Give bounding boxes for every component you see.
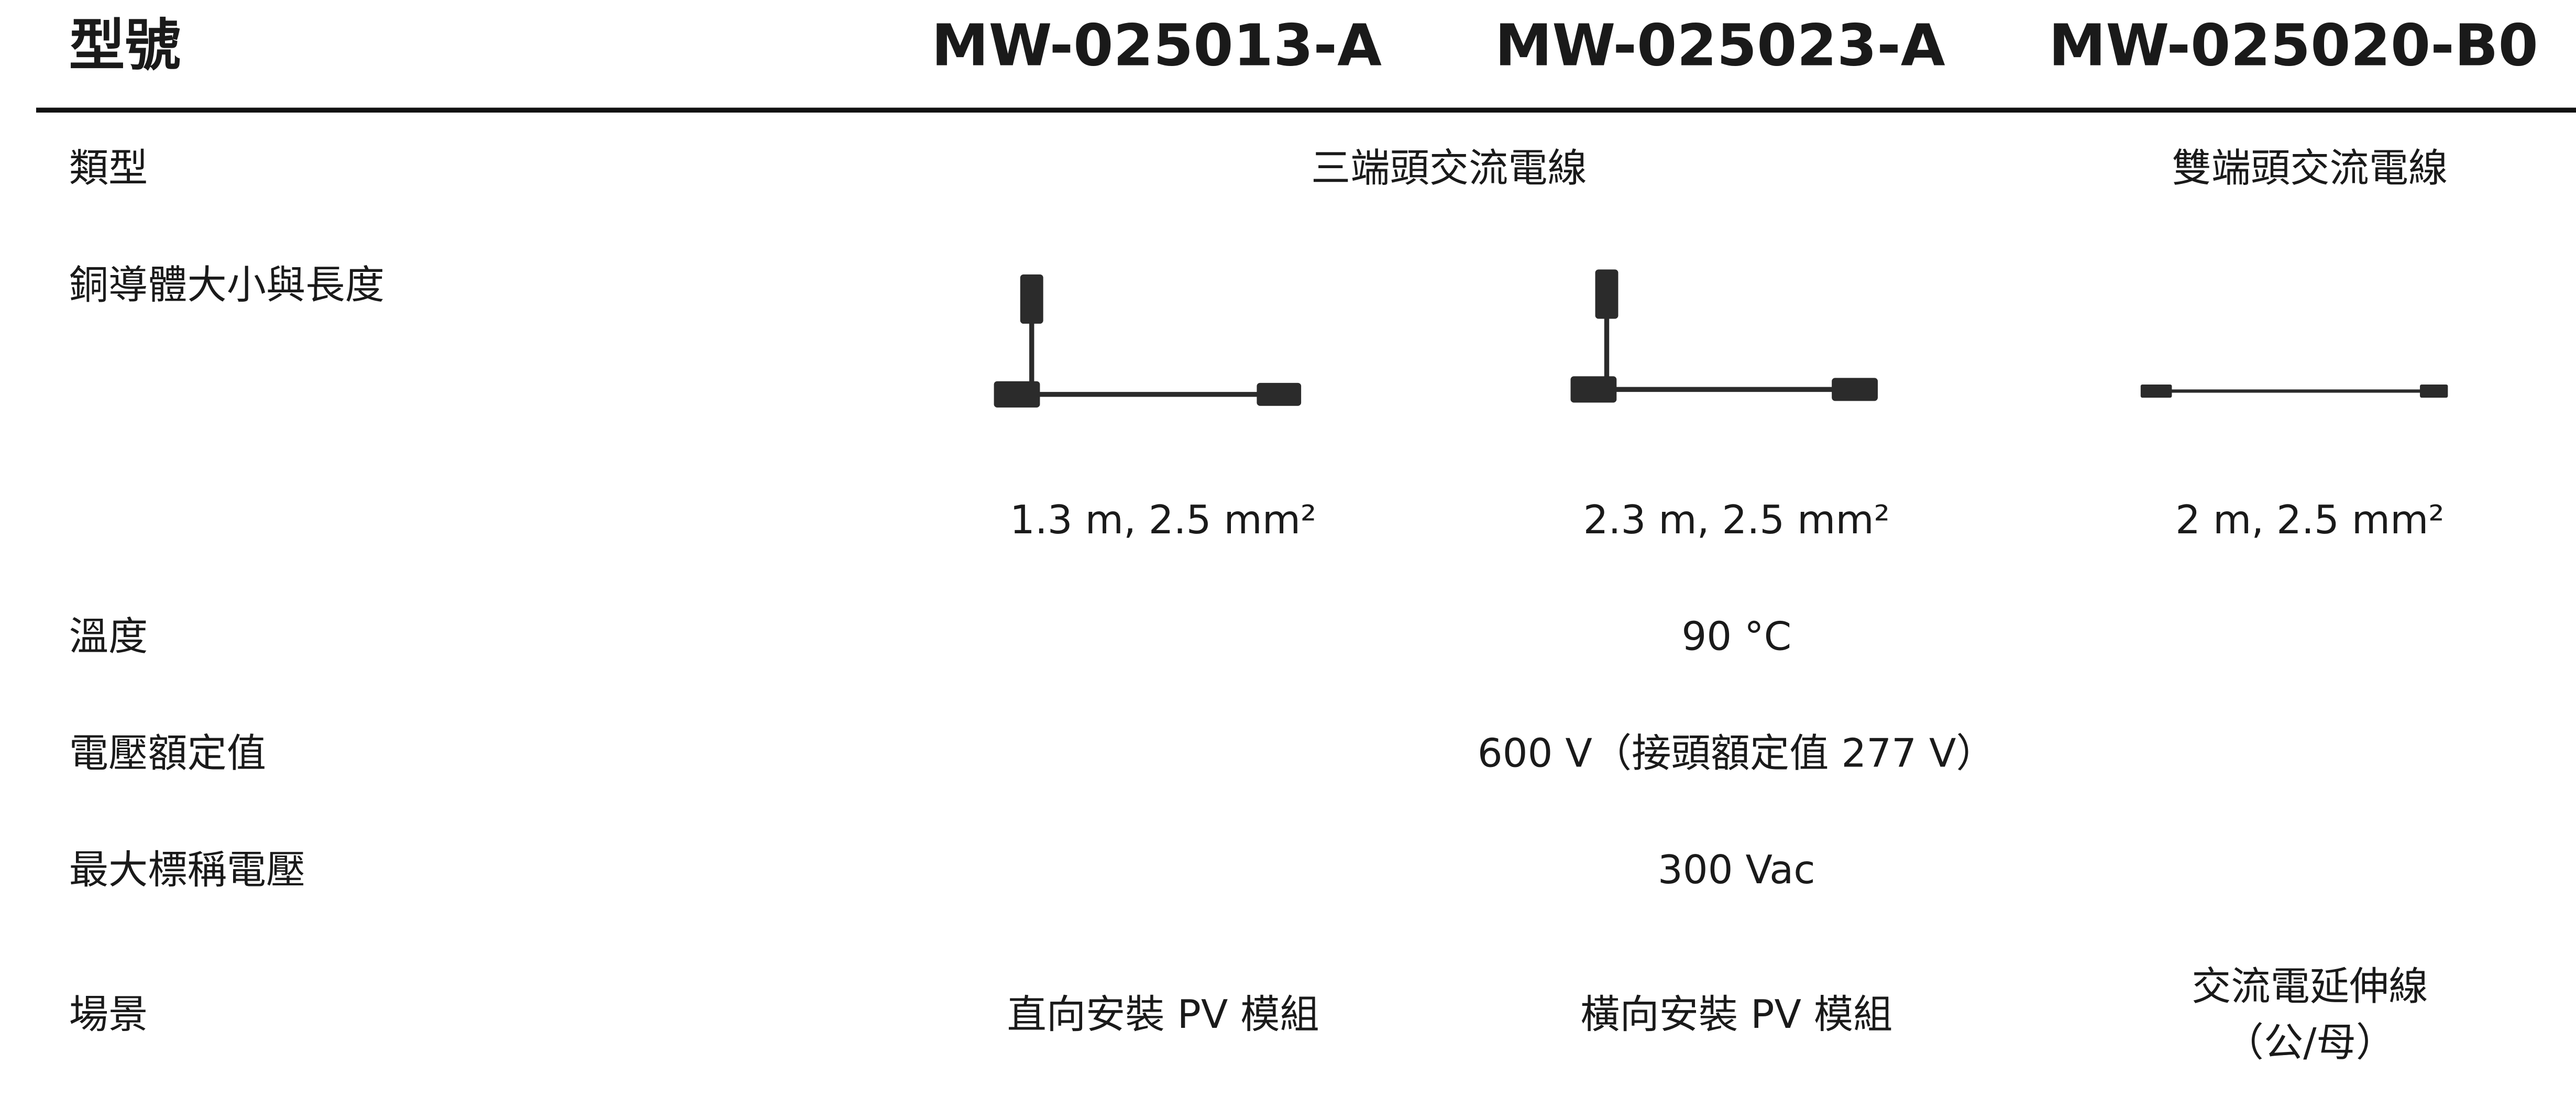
- row-label: 場景: [69, 991, 148, 1037]
- cell: 直向安裝 PV 模組: [1007, 991, 1319, 1037]
- model-name: MW-025023-A: [1495, 12, 1945, 79]
- cell: 2 m, 2.5 mm²: [2175, 497, 2444, 543]
- cell: 2.3 m, 2.5 mm²: [1583, 497, 1890, 543]
- row-label: 最大標稱電壓: [69, 847, 306, 893]
- cell: 1.3 m, 2.5 mm²: [1010, 497, 1316, 543]
- cell: 交流電延伸線: [2192, 963, 2428, 1010]
- cable-image: [994, 274, 1302, 408]
- model-name: MW-025020-B0: [2049, 12, 2538, 79]
- model-name: MW-025013-A: [931, 12, 1382, 79]
- cell: 300 Vac: [1658, 847, 1815, 893]
- cell: 橫向安裝 PV 模組: [1580, 991, 1892, 1037]
- cell: 雙端頭交流電線: [2172, 145, 2448, 191]
- header-rule: [36, 107, 2576, 113]
- cell: 90 °C: [1681, 613, 1791, 660]
- cable-image: [1570, 269, 1878, 403]
- row-label: 溫度: [69, 613, 148, 660]
- row-label: 類型: [69, 145, 148, 191]
- cell: 600 V（接頭額定值 277 V）: [1478, 730, 1996, 776]
- row-label: 電壓額定值: [69, 730, 266, 776]
- header-label: 型號: [69, 13, 181, 78]
- cable-image: [2140, 384, 2448, 398]
- cell: 三端頭交流電線: [1311, 145, 1587, 191]
- row-label: 銅導體大小與長度: [69, 261, 384, 308]
- cell: （公/母）: [2225, 1019, 2395, 1065]
